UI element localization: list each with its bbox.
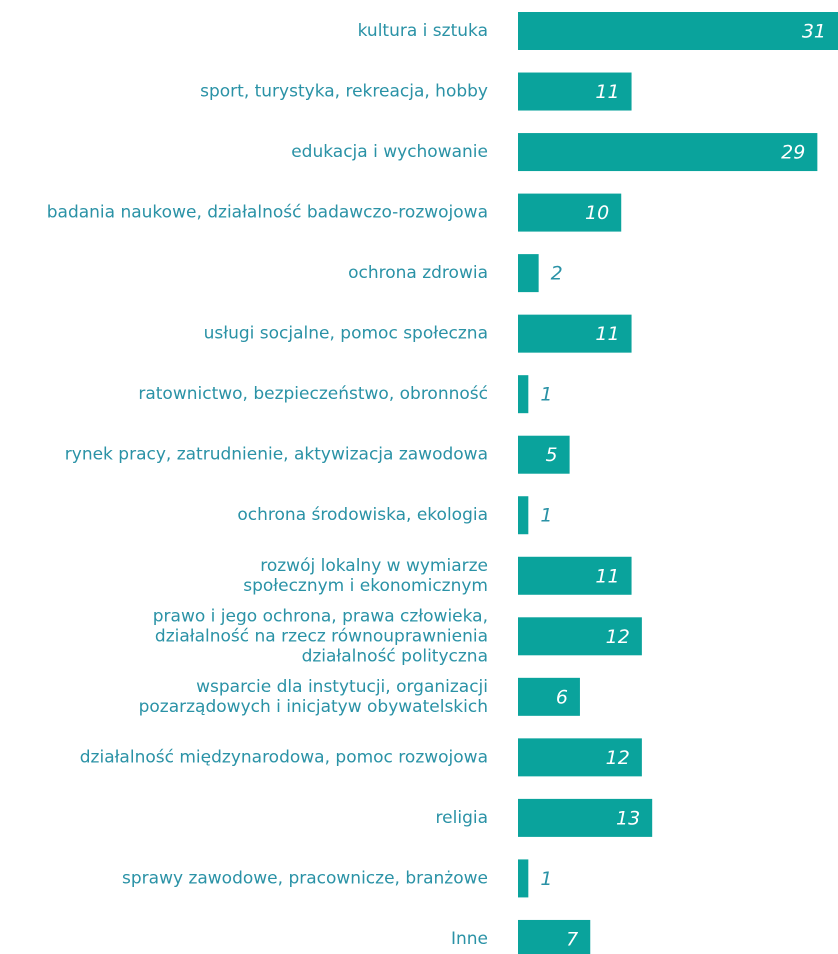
value-label: 5 — [546, 444, 558, 466]
value-label: 1 — [540, 384, 552, 406]
category-label: kultura i sztuka — [358, 21, 488, 41]
value-label: 11 — [595, 81, 619, 103]
category-label: wsparcie dla instytucji, organizacji poza… — [139, 677, 488, 717]
value-label: 6 — [556, 686, 568, 708]
category-label: sprawy zawodowe, pracownicze, branżowe — [122, 868, 488, 888]
bar — [518, 375, 529, 414]
category-line: ochrona zdrowia — [348, 263, 488, 283]
category-line: badania naukowe, działalność badawczo-ro… — [47, 203, 488, 223]
bar — [518, 72, 632, 111]
bar — [518, 617, 642, 656]
bar — [518, 677, 580, 716]
category-line: rozwój lokalny w wymiarze — [260, 556, 488, 576]
bar — [518, 314, 632, 353]
category-label: ochrona zdrowia — [348, 263, 488, 283]
bar — [518, 12, 838, 50]
category-label: badania naukowe, działalność badawczo-ro… — [47, 203, 488, 223]
category-label: prawo i jego ochrona, prawa człowieka, dz… — [153, 606, 488, 666]
category-label: usługi socjalne, pomoc społeczna — [204, 324, 488, 344]
category-line: kultura i sztuka — [358, 21, 488, 41]
category-line: Inne — [451, 929, 488, 949]
category-label: rozwój lokalny w wymiarze społecznym i ek… — [243, 556, 488, 596]
category-line: działalność polityczna — [302, 646, 488, 666]
category-line: ratownictwo, bezpieczeństwo, obronność — [138, 384, 488, 404]
category-line: sport, turystyka, rekreacja, hobby — [200, 82, 488, 102]
category-label: religia — [436, 808, 488, 828]
value-label: 31 — [802, 21, 826, 43]
bar — [518, 496, 529, 535]
category-line: edukacja i wychowanie — [291, 142, 488, 162]
category-line: usługi socjalne, pomoc społeczna — [204, 324, 488, 344]
value-label: 7 — [566, 928, 578, 950]
bar — [518, 435, 570, 474]
value-label: 29 — [781, 142, 805, 164]
value-label: 11 — [595, 565, 619, 587]
bar — [518, 859, 529, 898]
value-label: 11 — [595, 323, 619, 345]
bar — [518, 556, 632, 595]
value-label: 10 — [585, 202, 609, 224]
bar — [518, 919, 591, 954]
category-line: sprawy zawodowe, pracownicze, branżowe — [122, 868, 488, 888]
bar — [518, 193, 622, 232]
bar — [518, 254, 539, 293]
bar — [518, 133, 818, 172]
value-label: 1 — [540, 868, 552, 890]
value-label: 12 — [606, 626, 630, 648]
category-label: Inne — [451, 929, 488, 949]
value-label: 13 — [616, 807, 640, 829]
value-label: 2 — [551, 263, 563, 285]
category-label: ratownictwo, bezpieczeństwo, obronność — [138, 384, 488, 404]
bar — [518, 738, 642, 777]
category-line: działalność międzynarodowa, pomoc rozwoj… — [80, 747, 488, 767]
category-label: edukacja i wychowanie — [291, 142, 488, 162]
value-label: 1 — [540, 505, 552, 527]
category-label: rynek pracy, zatrudnienie, aktywizacja z… — [65, 445, 488, 465]
category-line: ochrona środowiska, ekologia — [237, 505, 488, 525]
category-line: religia — [436, 808, 488, 828]
category-line: wsparcie dla instytucji, organizacji — [196, 677, 488, 697]
category-label: sport, turystyka, rekreacja, hobby — [200, 82, 488, 102]
category-line: pozarządowych i inicjatyw obywatelskich — [139, 697, 488, 717]
category-line: działalność na rzecz równouprawnienia — [155, 626, 488, 646]
category-line: rynek pracy, zatrudnienie, aktywizacja z… — [65, 445, 488, 465]
category-label: ochrona środowiska, ekologia — [237, 505, 488, 525]
category-label: działalność międzynarodowa, pomoc rozwoj… — [80, 747, 488, 767]
bar — [518, 798, 653, 837]
value-label: 12 — [606, 747, 630, 769]
category-line: społecznym i ekonomicznym — [243, 576, 488, 596]
category-line: prawo i jego ochrona, prawa człowieka, — [153, 606, 488, 626]
